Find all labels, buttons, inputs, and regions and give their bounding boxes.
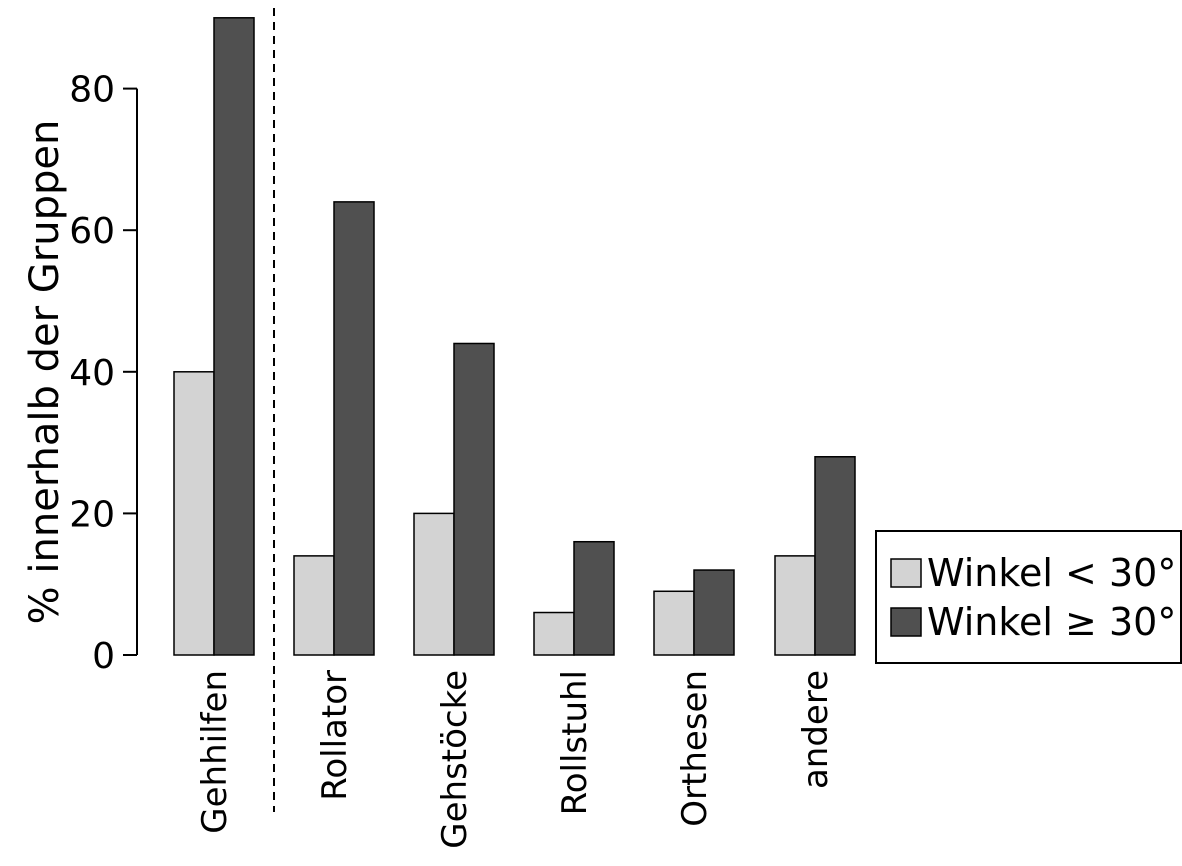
bar-winkel-ge-30 — [693, 569, 735, 656]
y-tick-label: 20 — [69, 494, 115, 535]
category-labels: Gehhilfen Rollator Gehstöcke Rollstuhl Orthe… — [195, 670, 836, 849]
bar-winkel-ge-30 — [213, 17, 255, 656]
legend-label: Winkel < 30° — [927, 551, 1176, 595]
legend-swatch — [890, 558, 922, 588]
x-tick-label: Orthesen — [675, 670, 715, 827]
y-tick-label: 0 — [92, 636, 115, 677]
bars — [173, 17, 856, 656]
legend: Winkel < 30° Winkel ≥ 30° — [875, 530, 1182, 664]
bar-winkel-lt-30 — [533, 611, 575, 656]
bar-winkel-lt-30 — [653, 590, 695, 656]
y-tick-label: 60 — [69, 211, 115, 252]
bar-winkel-lt-30 — [173, 371, 215, 656]
legend-box — [875, 530, 1182, 664]
y-tick-label: 40 — [69, 353, 115, 394]
x-tick-label: Gehstöcke — [435, 670, 475, 849]
bar-winkel-ge-30 — [814, 456, 856, 656]
x-tick-label: andere — [796, 670, 836, 789]
x-tick-label: Gehhilfen — [195, 670, 235, 834]
y-tick-label: 80 — [69, 70, 115, 111]
bar-winkel-ge-30 — [453, 342, 495, 656]
x-tick-label: Rollstuhl — [555, 670, 595, 815]
bar-winkel-ge-30 — [333, 201, 375, 656]
y-axis-label: % innerhalb der Gruppen — [22, 120, 68, 625]
x-tick-label: Rollator — [315, 670, 355, 801]
bar-winkel-lt-30 — [413, 512, 455, 656]
bar-winkel-ge-30 — [573, 540, 615, 656]
bar-winkel-lt-30 — [774, 555, 816, 656]
legend-label: Winkel ≥ 30° — [927, 600, 1176, 644]
bar-winkel-lt-30 — [293, 555, 335, 656]
legend-swatch — [890, 607, 922, 637]
y-axis: 0 20 40 60 80 — [69, 70, 138, 677]
